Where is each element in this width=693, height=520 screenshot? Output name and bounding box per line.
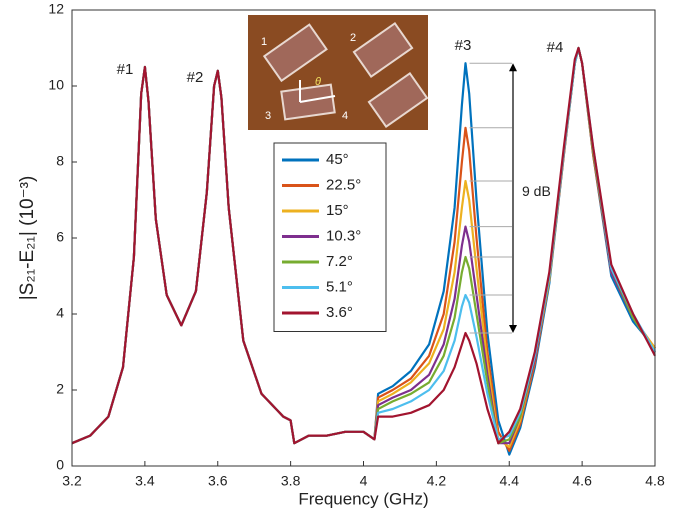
y-axis-label: |S₂₁-E₂₁| (10⁻³) (17, 176, 38, 301)
y-tick-label: 10 (48, 77, 64, 93)
x-tick-label: 4.2 (427, 473, 447, 489)
y-tick-label: 8 (56, 153, 64, 169)
x-tick-label: 3.8 (281, 473, 301, 489)
x-tick-label: 3.2 (62, 473, 82, 489)
inset-strips (262, 21, 429, 129)
legend-label: 3.6° (326, 304, 353, 321)
x-tick-label: 4 (360, 473, 368, 489)
arrow-head (509, 63, 517, 72)
y-tick-label: 4 (56, 305, 64, 321)
inset-label: θ (315, 76, 321, 88)
x-tick-label: 4.6 (572, 473, 592, 489)
x-axis-label: Frequency (GHz) (298, 489, 428, 508)
y-tick-label: 0 (56, 457, 64, 473)
peak-label: #3 (455, 37, 472, 54)
peak-label: #4 (547, 39, 564, 56)
legend-label: 15° (326, 202, 349, 219)
legend-label: 5.1° (326, 278, 353, 295)
peak-label: #1 (117, 61, 134, 78)
legend-label: 45° (326, 151, 349, 168)
legend-label: 22.5° (326, 176, 361, 193)
arrow-head (509, 325, 517, 333)
series-line (71, 46, 656, 445)
y-tick-label: 6 (56, 229, 64, 245)
inset-label: 1 (261, 36, 267, 48)
legend-label: 7.2° (326, 253, 353, 270)
inset-label: 2 (350, 32, 356, 44)
x-tick-label: 4.4 (500, 473, 520, 489)
x-tick-label: 3.4 (135, 473, 155, 489)
inset-arrow (299, 95, 336, 103)
x-tick-label: 3.6 (208, 473, 228, 489)
inset-label: 3 (265, 110, 271, 122)
peak-label: #2 (187, 69, 204, 86)
legend-label: 10.3° (326, 227, 361, 244)
y-tick-label: 2 (56, 381, 64, 397)
inset-label: 4 (342, 110, 348, 122)
y-tick-label: 12 (48, 1, 64, 17)
x-tick-label: 4.8 (645, 473, 665, 489)
arrow-label: 9 dB (522, 183, 551, 199)
